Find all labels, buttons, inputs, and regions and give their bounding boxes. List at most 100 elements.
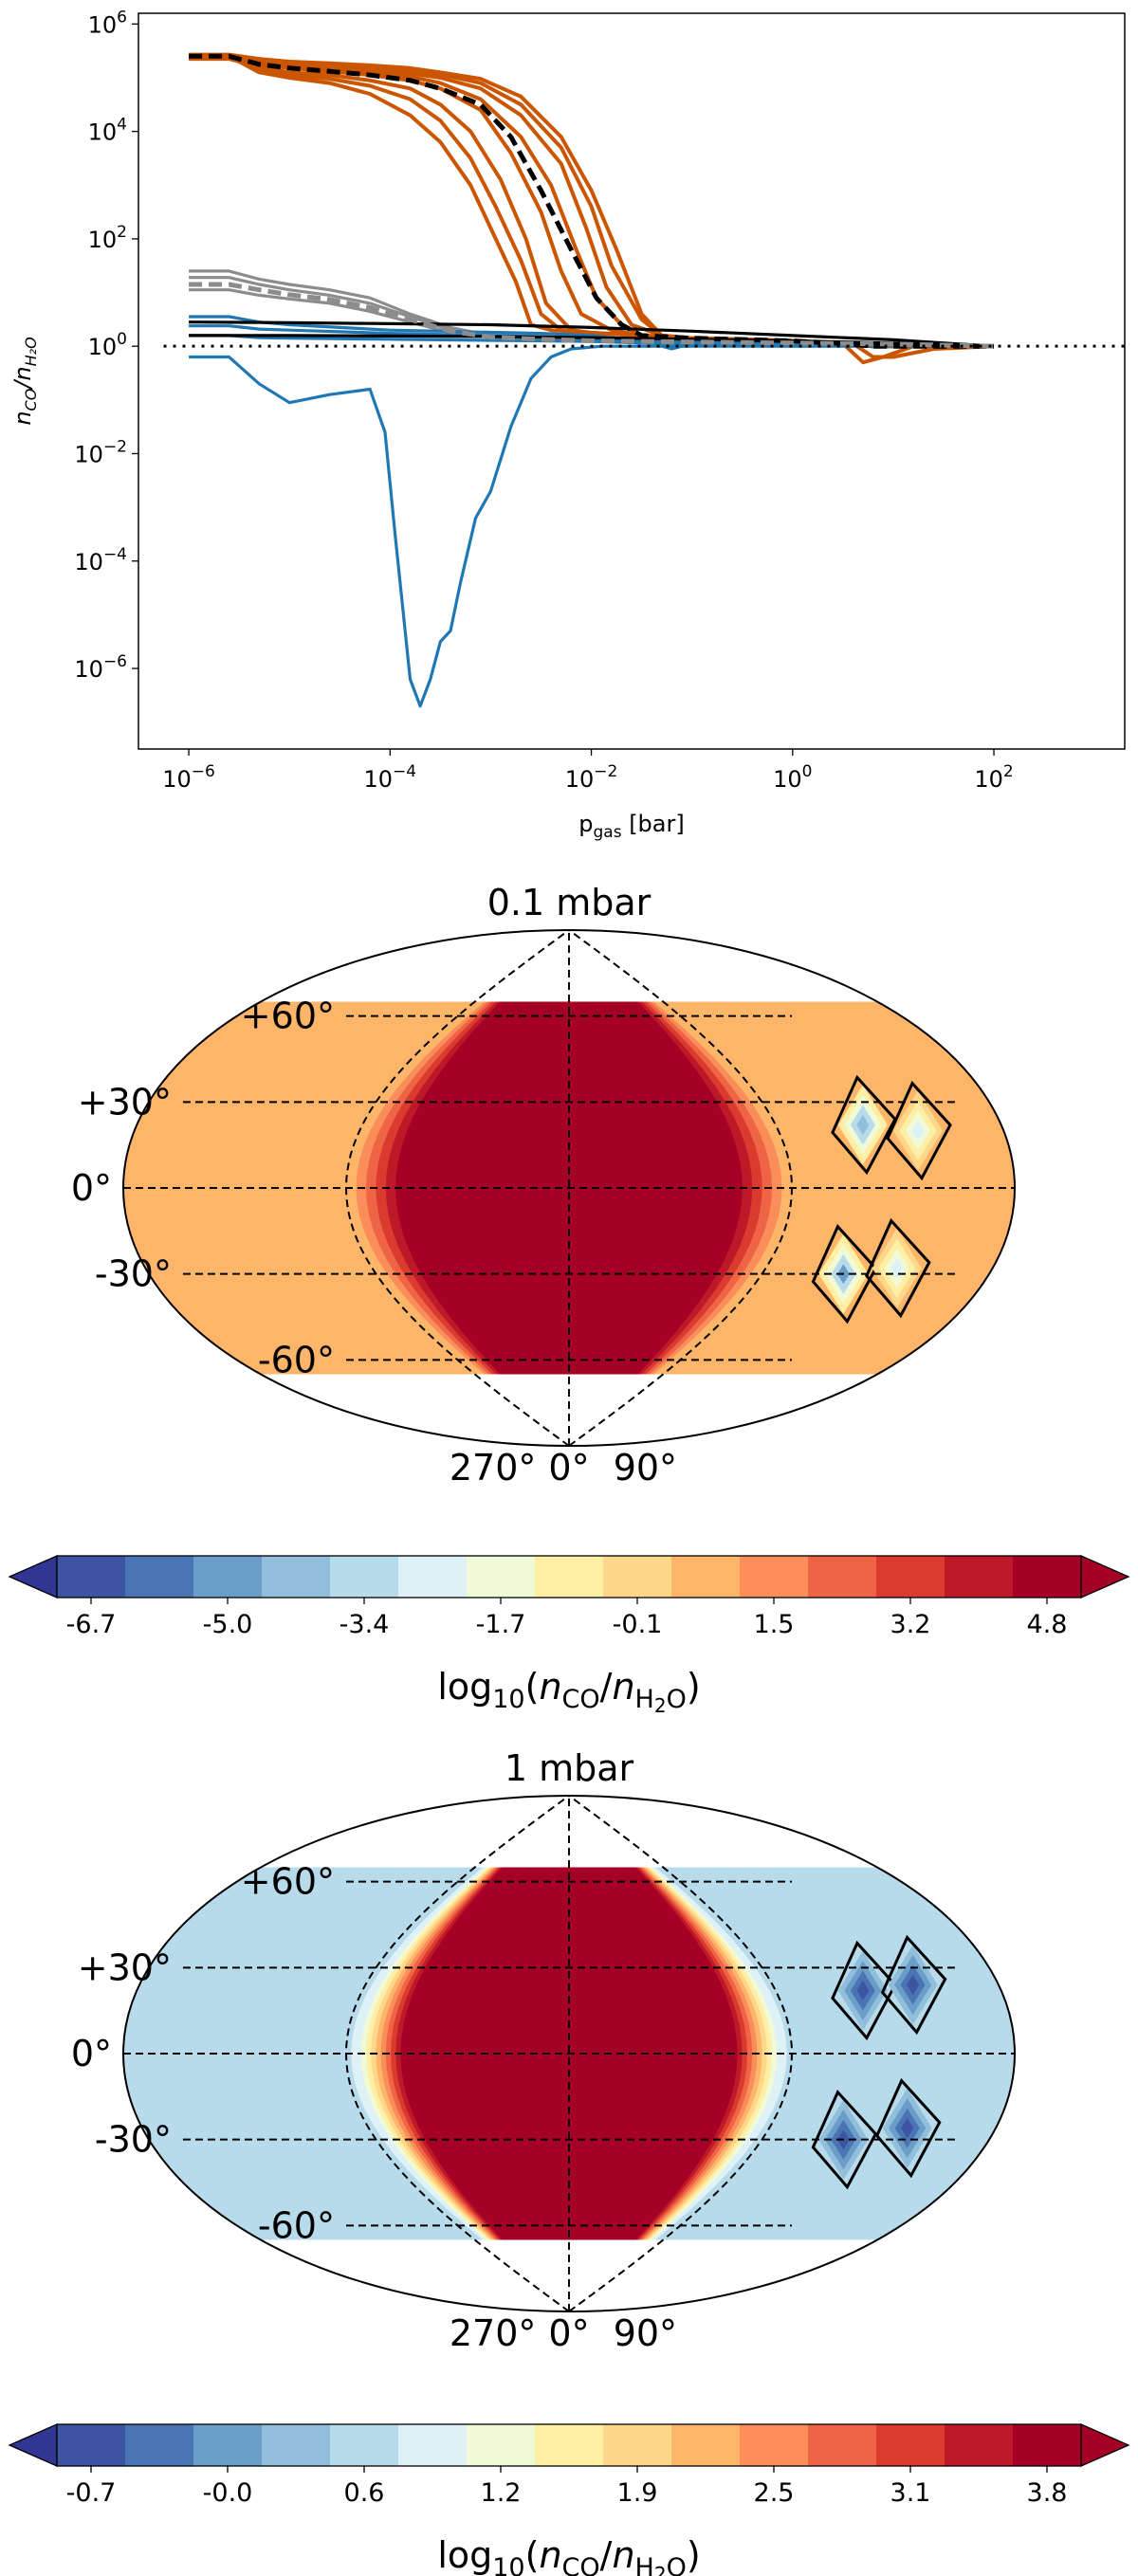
line-chart: 10−6 10−4 10−2 100 102 10610410210010−210−41… [9,8,1126,842]
nightside-contour-3 [865,1217,931,1319]
y-tick-label: 102 [88,223,127,253]
x-tick-label: 100 [773,762,812,793]
map-1-mbar-title: 1 mbar [505,1747,634,1789]
nightside-spot-2-level-3 [911,1121,925,1142]
colorbar-tick-label: 1.9 [617,2478,658,2508]
colorbar-swatch [740,1556,809,1598]
colorbar-swatch [330,1556,399,1598]
graticule [123,930,1015,1446]
colorbar-swatch [125,1556,194,1598]
colorbar-swatch [740,2424,809,2466]
colorbar-swatch [57,1556,126,1598]
colorbar-extend-low [8,2423,58,2467]
colorbar-tick-label: -1.7 [476,1610,526,1639]
latitude-label: -60° [258,1339,335,1380]
colorbar-tick-label: -3.4 [340,1610,390,1639]
latitude-label: +60° [241,996,335,1037]
colorbar-swatch [945,2424,1014,2466]
x-tick-label: 102 [974,762,1013,793]
line-series-group [163,52,1125,708]
nightside-contour-1 [811,2089,878,2190]
latitude-label: 0° [71,2033,112,2074]
colorbar-swatch [262,1556,331,1598]
y-tick-label: 10−4 [74,545,127,575]
colorbar-tick-label: -6.7 [66,1610,117,1639]
x-tick-label: 10−4 [364,762,417,793]
colorbar-tick-label: 0.6 [344,2478,385,2508]
nightside-contour-3 [874,2077,942,2179]
latitude-label: -30° [95,1253,172,1295]
colorbar-swatch [945,1556,1014,1598]
meridian-line [568,930,794,1446]
map-0-1-mbar-title: 0.1 mbar [487,882,652,923]
nightside-spot-0-level-3 [856,1115,870,1135]
colorbar-tick-label: 3.1 [890,2478,931,2508]
colorbar-1-mbar: log10(nCO/nH2O) -0.7 -0.0 0.6 1.2 1.9 2.5 3.1 3… [8,2423,1130,2576]
latitude-label: -60° [258,2204,335,2246]
x-tick-label: 10−2 [565,762,618,793]
colorbar-swatch [671,2424,741,2466]
y-tick-label: 100 [88,330,127,360]
series-line-black-1 [189,320,995,348]
map-0-1-mbar-body: +60° +30° 0° -30° -60° 270° 0° 90° [71,929,1016,1489]
longitude-label: 270° [450,1447,537,1489]
colorbar-swatch [125,2424,194,2466]
longitude-label: 90° [614,2312,677,2354]
y-tick-label: 106 [88,8,127,38]
series-line-black-2 [189,334,995,348]
colorbar-swatch [57,2424,126,2466]
map-1-mbar: 1 mbar +60° +30° 0° -30° -60° 270° 0° 90° [71,1747,1016,2354]
colorbar-swatch [193,1556,263,1598]
colorbar-swatch [330,2424,399,2466]
nightside-contour-2 [880,1934,947,2036]
colorbar-swatch [262,2424,331,2466]
latitude-label: -30° [95,2119,172,2161]
colorbar-frame [56,2423,1082,2467]
nightside-contour-1 [811,1223,878,1325]
map-outline [122,1795,1016,2312]
y-tick-label: 104 [88,116,127,146]
map-outline [122,929,1016,1447]
colorbar-tick-label: 1.2 [481,2478,522,2508]
colorbar-tick-label: 3.8 [1027,2478,1068,2508]
colorbar-tick-label: -5.0 [203,1610,253,1639]
latitude-label: 0° [71,1167,112,1209]
y-tick-label: 10−2 [74,437,127,467]
colorbar-swatch [1013,2424,1082,2466]
longitude-label: 0° [548,1447,589,1489]
meridian-line [568,1796,794,2311]
colorbar-swatch [467,1556,536,1598]
colorbar-tick-label: -0.1 [613,1610,663,1639]
colorbar-0-1-mbar-label: log10(nCO/nH2O) [437,1666,700,1717]
latitude-label: +30° [78,1946,172,1988]
series-line-blue-4 [189,334,995,348]
line-chart-plot-area [138,12,1126,750]
colorbar-swatch [808,1556,877,1598]
meridian-line [344,930,570,1446]
longitude-label: 90° [614,1447,677,1489]
colorbar-swatch [671,1556,741,1598]
meridian-line [344,1796,570,2311]
series-line-grey-median [189,282,995,349]
colorbar-extend-low [8,1555,58,1599]
colorbar-swatch [467,2424,536,2466]
nightside-contour-0 [831,1074,897,1176]
colorbar-swatch [603,2424,672,2466]
colorbar-swatch [193,2424,263,2466]
colorbar-0-1-mbar: log10(nCO/nH2O) -6.7 -5.0 -3.4 -1.7 -0.1 1.5 3… [8,1555,1130,1717]
colorbar-tick-label: 1.5 [754,1610,795,1639]
colorbar-swatch [535,1556,604,1598]
colorbar-swatch [398,2424,468,2466]
nightside-spot-2-level-3 [907,1975,920,1995]
y-axis-label: nCO/nH₂O [9,337,40,425]
longitude-label: 270° [450,2312,537,2354]
x-tick-label: 10−6 [162,762,215,793]
colorbar-frame [56,1555,1082,1599]
colorbar-tick-label: -0.0 [203,2478,253,2508]
longitude-label: 0° [548,2312,589,2354]
colorbar-tick-label: 4.8 [1027,1610,1068,1639]
colorbar-swatch [398,1556,468,1598]
colorbar-extend-high [1080,1555,1130,1599]
map-1-mbar-body: +60° +30° 0° -30° -60° 270° 0° 90° [71,1795,1016,2354]
